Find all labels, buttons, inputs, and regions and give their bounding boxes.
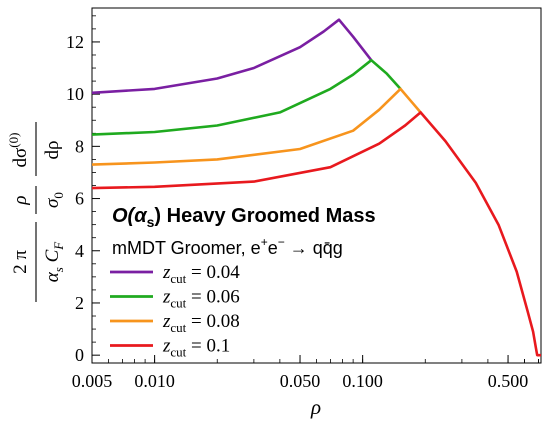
y-tick-label: 8 (75, 136, 84, 156)
y-label-sigma0: σ0 (42, 192, 66, 208)
x-axis-label: ρ (310, 395, 321, 419)
legend-entry: zcut = 0.04 (162, 262, 240, 286)
legend-entry: zcut = 0.1 (162, 336, 230, 360)
series-line-2 (91, 58, 402, 136)
y-tick-label: 4 (75, 241, 84, 261)
x-tick-label: 0.050 (280, 371, 321, 391)
axis-ticks: 0 2 4 6 8 10 12 0.005 0.010 0.050 0.100 0.500 (66, 15, 539, 391)
x-tick-label: 0.010 (134, 371, 175, 391)
y-axis-label: 2 π αs CF ρ σ0 dσ(0) dρ (6, 122, 66, 302)
legend-entry: zcut = 0.08 (162, 311, 240, 335)
series-line-3 (91, 87, 422, 166)
series-line-4 (91, 111, 541, 357)
series-lines (91, 18, 541, 357)
series-line-1 (91, 18, 373, 95)
y-label-rho: ρ (10, 195, 31, 205)
annotation-title: O(αs) Heavy Groomed Mass (112, 205, 376, 230)
annotation-subtitle: mMDT Groomer, e+e− → qq̄g (112, 235, 343, 258)
y-tick-label: 12 (66, 32, 84, 52)
x-tick-label: 0.100 (342, 371, 383, 391)
legend-entry: zcut = 0.06 (162, 287, 240, 311)
x-tick-label: 0.005 (72, 371, 113, 391)
y-label-alpha-cf: αs CF (42, 241, 66, 282)
y-label-dsigma: dσ(0) (6, 133, 31, 168)
y-tick-label: 2 (75, 293, 84, 313)
x-tick-label: 0.500 (488, 371, 529, 391)
y-label-drho: dρ (42, 141, 63, 160)
y-tick-label: 0 (75, 345, 84, 365)
y-tick-label: 6 (75, 189, 84, 209)
y-label-two-pi: 2 π (10, 250, 31, 274)
y-tick-label: 10 (66, 84, 84, 104)
